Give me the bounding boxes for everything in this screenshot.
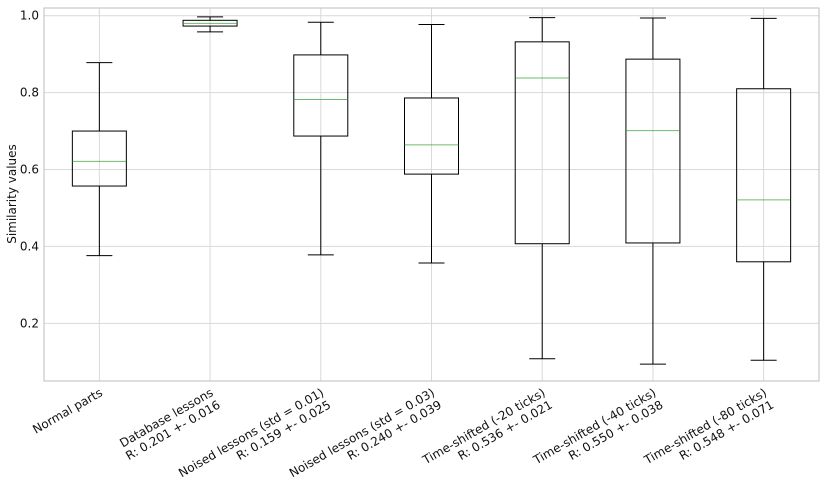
box-6 <box>625 17 681 365</box>
y-tick-label: 0.2 <box>20 316 39 330</box>
iqr-box <box>736 88 792 263</box>
y-tick-label: 0.6 <box>20 163 39 177</box>
box-3 <box>293 21 349 256</box>
iqr-box <box>71 130 127 187</box>
y-tick-label: 1.0 <box>20 9 39 23</box>
plot-frame <box>43 7 820 382</box>
y-axis-label: Similarity values <box>5 144 19 244</box>
box-2 <box>182 16 238 33</box>
x-tick-labels: Normal parts Database lessonsR: 0.201 +- … <box>30 385 776 480</box>
x-tick-label-name: Time-shifted (-80 ticks) <box>641 385 769 467</box>
x-tick-label: Time-shifted (-80 ticks)R: 0.548 +- 0.07… <box>641 385 776 479</box>
x-tick-label-name: Time-shifted (-20 ticks) <box>419 385 547 467</box>
x-tick-label: Time-shifted (-40 ticks)R: 0.550 +- 0.03… <box>530 385 665 479</box>
box-7 <box>736 17 792 361</box>
x-tick-label: Time-shifted (-20 ticks)R: 0.536 +- 0.02… <box>419 385 554 479</box>
y-tick-labels: 0.2 0.4 0.6 0.8 1.0 <box>20 9 39 331</box>
box-1 <box>71 62 127 257</box>
iqr-box <box>514 41 570 245</box>
x-tick-label: Normal parts <box>30 385 105 436</box>
y-tick-label: 0.8 <box>20 86 39 100</box>
box-5 <box>514 17 570 360</box>
iqr-box <box>625 58 681 244</box>
x-tick-label-name: Normal parts <box>30 385 105 436</box>
y-tick-label: 0.4 <box>20 239 39 253</box>
iqr-box <box>404 97 459 175</box>
x-tick-label-name: Time-shifted (-40 ticks) <box>530 385 658 467</box>
box-layer <box>71 16 792 365</box>
iqr-box <box>293 54 349 137</box>
box-4 <box>404 24 459 264</box>
